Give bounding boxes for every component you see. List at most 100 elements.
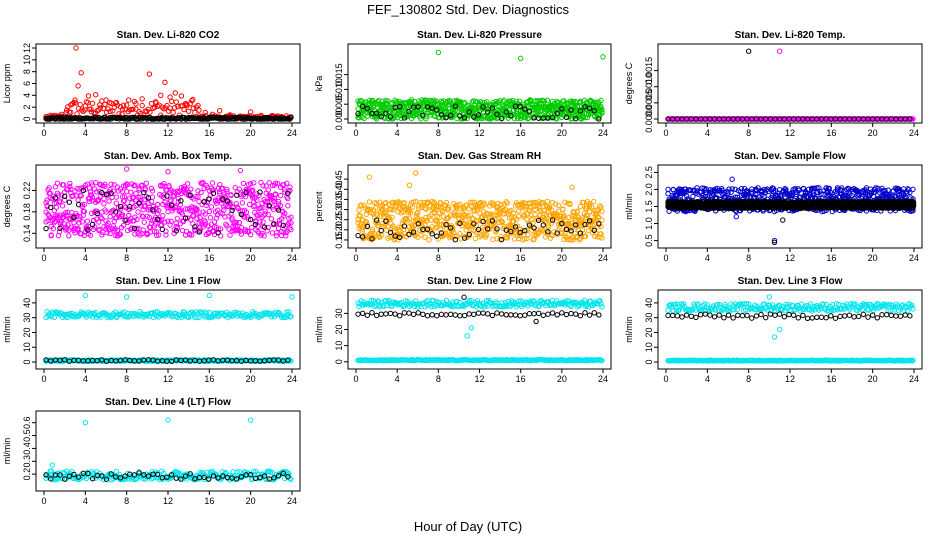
data-point [88, 106, 94, 112]
data-point [61, 221, 68, 227]
data-point [273, 233, 280, 239]
data-point [135, 194, 141, 200]
y-tick-label: 2.5 [644, 166, 654, 179]
data-point [389, 214, 395, 221]
data-point [218, 233, 224, 239]
panel-title: Stan. Dev. Gas Stream RH [418, 151, 541, 162]
data-point [117, 231, 124, 238]
data-point [599, 235, 605, 241]
y-tick-label: 0.5 [644, 234, 654, 247]
data-point [538, 115, 544, 121]
data-point [275, 198, 282, 205]
data-point [549, 217, 556, 223]
data-point [107, 230, 113, 237]
data-point [599, 217, 605, 223]
data-point [210, 187, 217, 193]
data-point [175, 189, 182, 196]
data-point [206, 196, 212, 202]
data-point [540, 222, 547, 228]
data-point [238, 225, 245, 231]
x-tick-label: 4 [83, 128, 88, 138]
data-point [369, 226, 376, 232]
data-point [457, 220, 463, 227]
data-point [193, 193, 199, 200]
data-point [282, 210, 288, 217]
data-point [268, 216, 275, 222]
data-point [586, 105, 593, 111]
data-point [383, 218, 389, 224]
data-point [423, 116, 429, 122]
data-point [508, 112, 514, 119]
data-point [161, 180, 167, 187]
x-tick-label: 20 [557, 253, 567, 263]
data-point [131, 98, 138, 105]
data-point [55, 192, 62, 198]
data-point [189, 98, 195, 104]
data-point [238, 211, 245, 218]
panel-title: Stan. Dev. Li-820 Temp. [735, 30, 846, 41]
data-point [275, 207, 282, 213]
data-point [243, 186, 250, 193]
data-point [271, 221, 277, 227]
data-point [236, 186, 243, 192]
data-point [484, 99, 490, 105]
x-tick-label: 4 [705, 128, 710, 138]
data-point [531, 225, 537, 231]
data-point [434, 107, 440, 113]
data-point [444, 215, 451, 222]
data-point [522, 106, 528, 112]
data-point [485, 109, 491, 115]
outlier-point [600, 54, 606, 60]
data-point [475, 226, 482, 233]
data-point [68, 109, 74, 116]
data-point [516, 98, 523, 105]
x-tick-label: 20 [557, 128, 567, 138]
data-point [265, 224, 271, 231]
data-point [237, 228, 244, 234]
data-point [66, 227, 72, 233]
data-point [541, 98, 548, 104]
data-point [131, 218, 137, 224]
data-point [233, 201, 239, 207]
x-tick-label: 12 [474, 253, 484, 263]
x-tick-label: 12 [474, 128, 484, 138]
data-point [578, 222, 585, 228]
data-point [471, 114, 477, 120]
data-point [246, 201, 253, 208]
data-point [190, 96, 196, 103]
x-tick-label: 0 [353, 253, 358, 263]
data-point [365, 206, 372, 212]
data-point [94, 208, 100, 214]
data-point [517, 103, 523, 110]
data-point [261, 224, 268, 230]
data-point [406, 231, 412, 238]
data-point [285, 190, 291, 197]
data-point [548, 220, 555, 226]
x-tick-label: 16 [826, 253, 836, 263]
data-point [401, 115, 408, 121]
data-point [414, 210, 420, 217]
data-point [134, 216, 140, 223]
data-point [121, 197, 128, 204]
data-point [552, 201, 559, 207]
data-point [111, 227, 117, 233]
data-point [422, 222, 428, 228]
data-point [119, 212, 126, 218]
data-point [382, 208, 388, 215]
data-point [452, 236, 459, 243]
data-point [99, 189, 105, 196]
data-point [374, 99, 381, 105]
data-point [143, 180, 150, 186]
data-point [355, 232, 361, 239]
data-point [387, 114, 394, 120]
data-point [130, 106, 136, 112]
data-point [420, 112, 426, 118]
data-point [137, 194, 143, 200]
data-point [406, 216, 413, 222]
data-point [188, 217, 194, 223]
data-point [101, 195, 107, 202]
data-point [170, 109, 176, 116]
data-point [128, 189, 134, 195]
data-point [471, 208, 478, 214]
